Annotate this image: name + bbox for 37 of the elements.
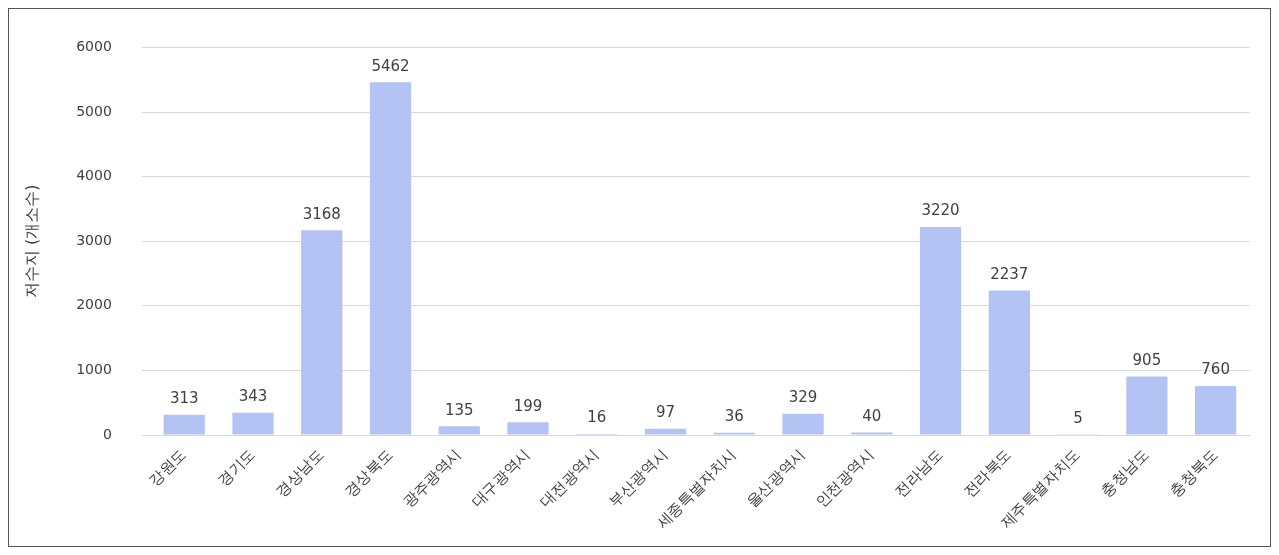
y-tick-label: 3000 — [76, 231, 112, 248]
bar — [301, 230, 343, 435]
bar — [438, 426, 480, 435]
data-label: 5462 — [371, 56, 410, 75]
data-label: 36 — [724, 407, 744, 426]
data-label: 3168 — [302, 204, 341, 223]
data-label: 135 — [444, 400, 474, 419]
bar — [507, 422, 549, 435]
y-tick-label: 4000 — [76, 167, 112, 184]
y-tick-label: 1000 — [76, 361, 112, 378]
y-axis-title: 저수지 (개소수) — [21, 184, 41, 298]
data-label: 5 — [1073, 409, 1083, 428]
y-tick-label: 5000 — [76, 102, 112, 119]
data-label: 2237 — [990, 264, 1029, 283]
bar — [988, 290, 1030, 435]
data-label: 199 — [513, 396, 543, 415]
bar — [163, 414, 205, 435]
y-tick-label: 6000 — [76, 38, 112, 55]
data-label: 905 — [1132, 350, 1162, 369]
bar — [851, 432, 893, 435]
data-label: 3220 — [921, 201, 960, 220]
data-label: 329 — [788, 388, 818, 407]
y-tick-label: 2000 — [76, 296, 112, 313]
bar — [1194, 385, 1237, 435]
data-label: 760 — [1201, 360, 1230, 379]
data-label: 313 — [169, 389, 199, 408]
data-label: 343 — [238, 387, 268, 406]
data-label: 40 — [862, 406, 882, 425]
bar — [782, 413, 824, 435]
bar — [1126, 376, 1168, 435]
bar — [919, 227, 962, 435]
data-label: 16 — [587, 408, 607, 427]
bar — [232, 412, 274, 435]
bar — [644, 428, 687, 435]
bar — [369, 82, 412, 435]
y-tick-label: 0 — [102, 425, 112, 442]
data-label: 97 — [655, 403, 676, 422]
